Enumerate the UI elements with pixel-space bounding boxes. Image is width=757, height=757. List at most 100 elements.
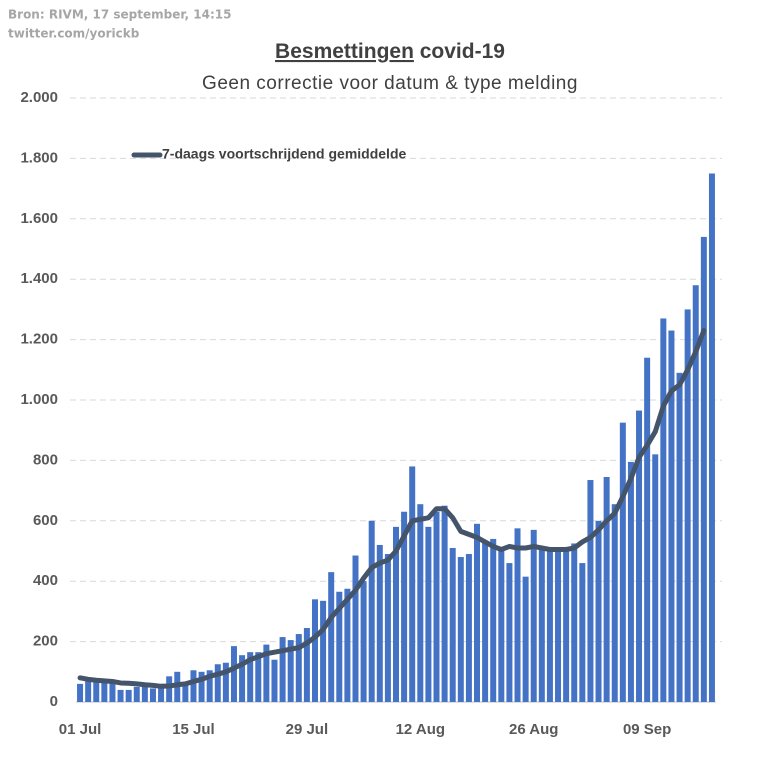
bar bbox=[692, 285, 699, 702]
bar bbox=[636, 410, 643, 702]
bar bbox=[255, 652, 262, 702]
y-tick-label: 2.000 bbox=[20, 89, 58, 106]
bar bbox=[230, 646, 237, 702]
bar bbox=[328, 572, 335, 702]
bar bbox=[182, 683, 189, 702]
y-tick-label: 1.600 bbox=[20, 210, 58, 227]
bar bbox=[425, 526, 432, 702]
bar bbox=[101, 680, 108, 702]
bar bbox=[457, 557, 464, 702]
bar bbox=[619, 422, 626, 702]
title-part: Besmettingen bbox=[275, 40, 414, 63]
bar bbox=[514, 528, 521, 702]
source: twitter.com/yorickb bbox=[8, 27, 140, 41]
bar bbox=[652, 454, 659, 702]
bar bbox=[611, 504, 618, 702]
bar bbox=[125, 689, 132, 702]
x-tick-label: 29 Jul bbox=[286, 721, 329, 738]
bar bbox=[465, 554, 472, 702]
bar bbox=[141, 685, 148, 702]
bar bbox=[579, 563, 586, 702]
x-tick-label: 26 Aug bbox=[509, 721, 558, 738]
title-part: covid-19 bbox=[420, 40, 505, 63]
bar bbox=[149, 688, 156, 702]
y-tick-label: 800 bbox=[33, 451, 58, 468]
bar bbox=[482, 541, 489, 702]
legend-label: 7-daags voortschrijdend gemiddelde bbox=[162, 146, 406, 162]
y-tick-label: 1.800 bbox=[20, 149, 58, 166]
x-tick-label: 12 Aug bbox=[396, 721, 445, 738]
y-tick-label: 600 bbox=[33, 512, 58, 529]
bar bbox=[133, 686, 140, 702]
bar bbox=[158, 683, 165, 702]
bar bbox=[109, 682, 116, 702]
bar bbox=[563, 549, 570, 702]
y-tick-label: 1.400 bbox=[20, 270, 58, 287]
x-tick-label: 15 Jul bbox=[172, 721, 215, 738]
line bbox=[77, 328, 707, 689]
bar bbox=[190, 670, 197, 702]
bar bbox=[393, 526, 399, 702]
bar bbox=[320, 600, 327, 702]
bar bbox=[279, 637, 286, 702]
bar bbox=[571, 543, 578, 702]
bar bbox=[676, 372, 683, 702]
bar bbox=[360, 581, 367, 702]
y-tick-label: 1.000 bbox=[20, 391, 58, 408]
bar bbox=[198, 671, 205, 702]
bar bbox=[344, 588, 351, 702]
y-tick-label: 0 bbox=[50, 693, 58, 710]
bar bbox=[530, 529, 537, 702]
bar bbox=[303, 628, 310, 702]
bar bbox=[214, 664, 221, 702]
bar bbox=[239, 655, 246, 702]
bar bbox=[166, 676, 173, 702]
y-tick-label: 200 bbox=[33, 633, 58, 650]
bar bbox=[498, 547, 505, 702]
chart-title: Besmettingen covid-19 bbox=[275, 40, 505, 63]
bar bbox=[384, 554, 391, 702]
bar bbox=[668, 330, 675, 702]
bar bbox=[595, 520, 602, 702]
bar bbox=[409, 466, 416, 702]
bar bbox=[433, 511, 440, 702]
subtitle: Geen correctie voor datum & type melding bbox=[202, 73, 578, 94]
y-tick-label: 1.200 bbox=[20, 331, 58, 348]
bar bbox=[538, 547, 545, 702]
bar bbox=[660, 318, 667, 702]
bar bbox=[506, 563, 513, 702]
bar bbox=[93, 682, 100, 702]
bar bbox=[555, 547, 562, 702]
bar bbox=[336, 591, 343, 702]
bar bbox=[222, 662, 229, 702]
source: Bron: RIVM, 17 september, 14:15 bbox=[8, 8, 231, 22]
bar bbox=[287, 640, 294, 702]
bar bbox=[708, 173, 715, 702]
bar bbox=[247, 652, 254, 702]
y-tick-label: 400 bbox=[33, 572, 58, 589]
bar bbox=[546, 551, 553, 702]
bar bbox=[401, 511, 408, 702]
bar bbox=[644, 357, 651, 702]
bar bbox=[352, 555, 359, 702]
bar bbox=[85, 680, 92, 702]
bar bbox=[449, 547, 456, 702]
bar bbox=[587, 480, 594, 702]
bar bbox=[474, 523, 481, 702]
bar bbox=[441, 505, 448, 702]
bar bbox=[684, 309, 691, 702]
x-tick-label: 09 Sep bbox=[623, 721, 671, 738]
bar bbox=[376, 544, 383, 702]
x-tick-label: 01 Jul bbox=[59, 721, 102, 738]
bar bbox=[295, 634, 302, 702]
bar bbox=[627, 461, 634, 702]
bar bbox=[700, 236, 707, 703]
bar bbox=[206, 670, 213, 702]
bar bbox=[311, 599, 318, 702]
bar bbox=[522, 576, 529, 702]
bar bbox=[603, 477, 610, 702]
bar bbox=[77, 683, 84, 702]
bar bbox=[417, 504, 424, 702]
bar bbox=[271, 659, 278, 702]
